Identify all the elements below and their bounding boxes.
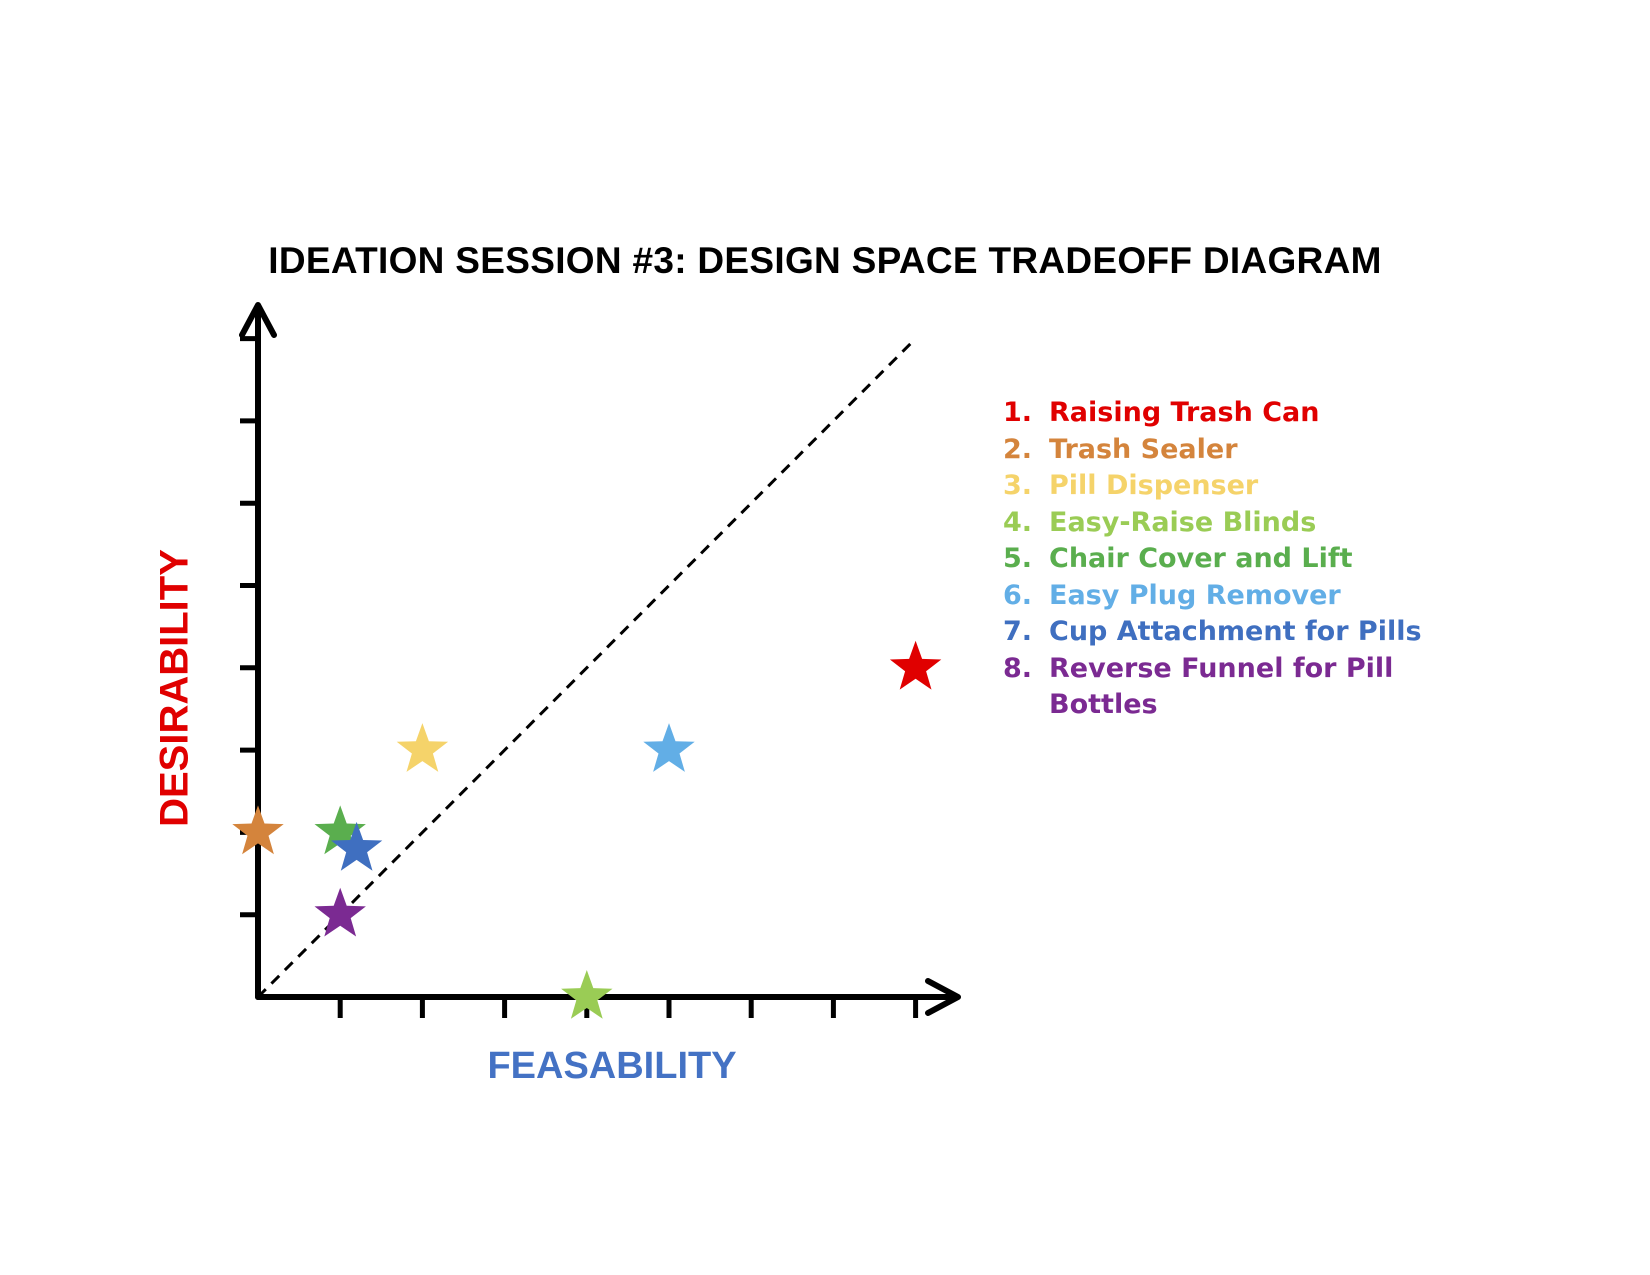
legend-entry-label: Pill Dispenser (1049, 470, 1259, 501)
x-axis-arrowhead (925, 978, 961, 1016)
legend-entry-number: 4. (1003, 506, 1033, 538)
y-axis-label: DESIRABILITY (152, 549, 197, 827)
legend-entry-number: 3. (1003, 470, 1033, 501)
star-marker-raising-trash-can (889, 640, 942, 690)
star-marker-reverse-funnel-for-pill-bottles (314, 887, 366, 937)
star-marker-trash-sealer (232, 805, 284, 855)
legend-entry-label: Easy-Raise Blinds (1049, 506, 1317, 538)
chart-title: IDEATION SESSION #3: DESIGN SPACE TRADEO… (268, 240, 1382, 281)
reference-diagonal-line (256, 337, 917, 999)
y-axis-arrowhead (239, 302, 277, 338)
legend-entry: 7. Cup Attachment for Pills (1003, 614, 1463, 651)
legend-entry-number: 8. (1003, 652, 1033, 684)
legend-entry-label: Easy Plug Remover (1049, 579, 1341, 611)
legend-entry-number: 2. (1003, 433, 1033, 465)
legend: 1. Raising Trash Can 2. Trash Sealer 3. Pill … (1003, 395, 1463, 724)
legend-entry-number: 5. (1003, 543, 1033, 574)
axes (239, 302, 961, 1018)
legend-entry: 1. Raising Trash Can (1003, 395, 1463, 432)
x-axis-label: FEASABILITY (487, 1045, 737, 1087)
legend-entry-label: Trash Sealer (1049, 433, 1238, 465)
legend-entry-label: Reverse Funnel for Pill Bottles (1049, 652, 1394, 721)
legend-entry-label: Chair Cover and Lift (1049, 543, 1353, 574)
legend-entry-label: Raising Trash Can (1049, 397, 1320, 428)
legend-entry: 8. Reverse Funnel for Pill Bottles (1003, 651, 1463, 724)
points-layer (232, 640, 942, 1019)
star-marker-easy-plug-remover (643, 723, 695, 772)
legend-entry-number: 1. (1003, 397, 1033, 428)
reference-line-layer (256, 337, 917, 999)
legend-entry: 3. Pill Dispenser (1003, 468, 1463, 505)
legend-entry-number: 7. (1003, 616, 1033, 647)
legend-entry: 2. Trash Sealer (1003, 432, 1463, 469)
legend-entry: 4. Easy-Raise Blinds (1003, 505, 1463, 542)
legend-entry: 5. Chair Cover and Lift (1003, 541, 1463, 578)
legend-entry: 6. Easy Plug Remover (1003, 578, 1463, 615)
legend-entry-number: 6. (1003, 579, 1033, 611)
star-marker-cup-attachment-for-pills (331, 821, 383, 871)
star-marker-pill-dispenser (396, 723, 449, 772)
legend-entry-label: Cup Attachment for Pills (1049, 616, 1422, 647)
star-marker-easy-raise-blinds (561, 970, 613, 1019)
star-marker-chair-cover-and-lift (314, 805, 366, 855)
